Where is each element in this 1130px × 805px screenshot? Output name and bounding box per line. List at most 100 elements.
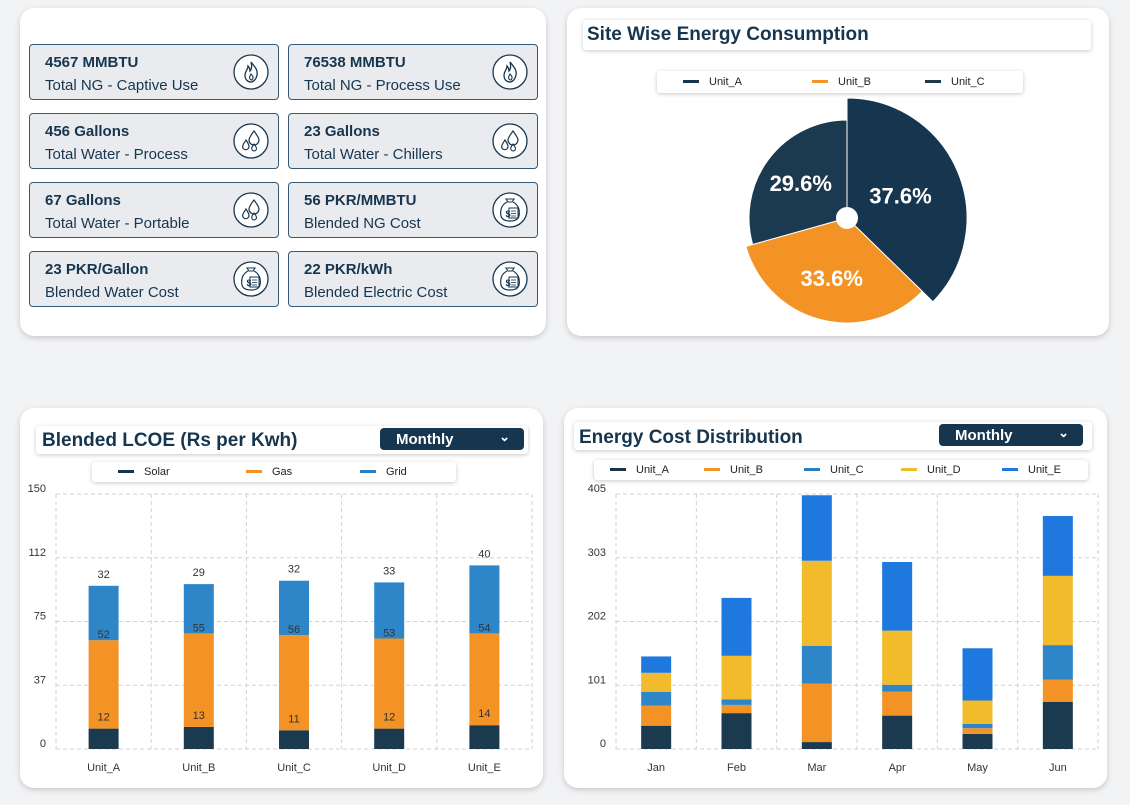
bar-segment-unit-c[interactable] <box>801 645 832 684</box>
pie-data-label: 33.6% <box>801 266 863 291</box>
x-tick-label: Jan <box>647 762 665 774</box>
bar-segment-unit-e[interactable] <box>721 597 752 656</box>
pie-slice-unit-a[interactable] <box>846 97 968 303</box>
bar-segment-unit-e[interactable] <box>641 656 672 673</box>
bar-segment-unit-c[interactable] <box>882 684 913 692</box>
pie-slice-unit-b[interactable] <box>745 217 923 324</box>
bar-segment-unit-a[interactable] <box>721 713 752 749</box>
bar-data-label: 12 <box>383 712 395 724</box>
money-bag-icon: $ <box>233 261 269 297</box>
bar-segment-grid[interactable] <box>279 580 309 636</box>
bar-data-label: 13 <box>193 710 205 722</box>
lcoe-period-dropdown[interactable]: Monthly ⌄ <box>380 428 524 450</box>
kpi-card: 4567 MMBTU Total NG - Captive Use <box>29 44 279 100</box>
bar-segment-grid[interactable] <box>469 565 500 634</box>
legend-item-unit-b[interactable]: Unit_B <box>812 76 871 88</box>
bar-segment-unit-e[interactable] <box>801 495 832 561</box>
bar-segment-unit-c[interactable] <box>641 691 672 706</box>
bar-segment-unit-c[interactable] <box>1042 645 1073 680</box>
bar-data-label: 32 <box>288 564 300 576</box>
bar-segment-unit-d[interactable] <box>1042 575 1073 646</box>
bar-data-label: 56 <box>288 624 300 636</box>
y-tick-label: 101 <box>588 674 606 686</box>
water-drops-icon <box>233 123 269 159</box>
pie-slice-unit-c[interactable] <box>748 119 848 246</box>
bar-segment-solar[interactable] <box>469 725 500 749</box>
lcoe-stacked-bar-chart: 0 37 75 112 150 Unit_A Unit_B Unit_C Unit_D Unit_… <box>28 483 533 774</box>
bar-segment-unit-a[interactable] <box>962 733 993 749</box>
bar-segment-unit-d[interactable] <box>721 655 752 700</box>
kpi-label: Blended NG Cost <box>304 215 421 232</box>
bar-segment-unit-e[interactable] <box>1042 516 1073 576</box>
money-bag-icon: $ <box>492 192 528 228</box>
kpi-label: Blended Water Cost <box>45 284 179 301</box>
bar-data-label: 54 <box>478 622 490 634</box>
bar-segment-unit-b[interactable] <box>801 683 832 743</box>
bar-segment-unit-a[interactable] <box>882 715 913 749</box>
bar-segment-unit-b[interactable] <box>882 691 913 716</box>
legend-item-unit-e[interactable]: Unit_E <box>1002 464 1061 476</box>
site-energy-title: Site Wise Energy Consumption <box>587 24 869 45</box>
legend-item-unit-c[interactable]: Unit_C <box>925 76 985 88</box>
bar-segment-unit-b[interactable] <box>641 705 672 726</box>
x-tick-label: Apr <box>889 762 906 774</box>
bar-segment-gas[interactable] <box>183 633 214 727</box>
y-tick-label: 75 <box>34 611 46 623</box>
bar-segment-solar[interactable] <box>88 728 119 749</box>
bar-segment-grid[interactable] <box>374 582 405 639</box>
bar-segment-unit-d[interactable] <box>962 700 993 724</box>
bar-data-label: 12 <box>97 712 109 724</box>
legend-item-unit-d[interactable]: Unit_D <box>901 464 961 476</box>
kpi-value: 76538 MMBTU <box>304 54 406 71</box>
bar-segment-unit-d[interactable] <box>882 630 913 685</box>
lcoe-legend: Solar Gas Grid <box>92 462 456 482</box>
legend-item-gas[interactable]: Gas <box>246 466 292 478</box>
site-energy-panel: Site Wise Energy Consumption Unit_A Unit… <box>567 8 1109 336</box>
bar-segment-gas[interactable] <box>374 638 405 729</box>
pie-data-label: 37.6% <box>869 183 931 208</box>
legend-item-unit-a[interactable]: Unit_A <box>610 464 669 476</box>
bar-segment-unit-e[interactable] <box>962 648 993 701</box>
bar-data-label: 55 <box>193 622 205 634</box>
svg-text:$: $ <box>506 278 511 288</box>
cost-title: Energy Cost Distribution <box>579 427 803 448</box>
bar-segment-unit-d[interactable] <box>641 672 672 692</box>
kpi-label: Total Water - Process <box>45 146 188 163</box>
y-tick-label: 112 <box>28 547 46 559</box>
bar-segment-grid[interactable] <box>183 584 214 634</box>
money-bag-icon: $ <box>492 261 528 297</box>
bar-segment-unit-d[interactable] <box>801 560 832 646</box>
legend-item-unit-c[interactable]: Unit_C <box>804 464 864 476</box>
kpi-label: Total NG - Captive Use <box>45 77 199 94</box>
bar-segment-gas[interactable] <box>279 635 309 731</box>
kpi-value: 23 PKR/Gallon <box>45 261 149 278</box>
legend-item-unit-b[interactable]: Unit_B <box>704 464 763 476</box>
bar-segment-unit-a[interactable] <box>1042 701 1073 749</box>
bar-segment-unit-b[interactable] <box>962 728 993 734</box>
kpi-card: 56 PKR/MMBTU Blended NG Cost $ <box>288 182 538 238</box>
legend-item-unit-a[interactable]: Unit_A <box>683 76 742 88</box>
bar-segment-unit-c[interactable] <box>962 723 993 729</box>
pie-center-hole <box>836 207 858 229</box>
y-tick-label: 202 <box>588 611 606 623</box>
legend-item-solar[interactable]: Solar <box>118 466 170 478</box>
bar-segment-solar[interactable] <box>374 728 405 749</box>
bar-segment-grid[interactable] <box>88 585 119 641</box>
bar-segment-gas[interactable] <box>469 633 500 726</box>
flame-icon <box>233 54 269 90</box>
bar-segment-solar[interactable] <box>183 726 214 749</box>
kpi-value: 456 Gallons <box>45 123 130 140</box>
bar-segment-unit-e[interactable] <box>882 562 913 631</box>
bar-segment-unit-a[interactable] <box>801 742 832 749</box>
bar-segment-unit-b[interactable] <box>721 704 752 714</box>
site-energy-pie-chart: 37.6% 33.6% 29.6% <box>745 97 968 324</box>
kpi-label: Blended Electric Cost <box>304 284 448 301</box>
bar-segment-unit-c[interactable] <box>721 699 752 705</box>
bar-segment-unit-b[interactable] <box>1042 679 1073 702</box>
legend-item-grid[interactable]: Grid <box>360 466 407 478</box>
bar-segment-solar[interactable] <box>279 730 309 749</box>
chevron-down-icon: ⌄ <box>499 429 510 444</box>
bar-segment-unit-a[interactable] <box>641 725 672 749</box>
cost-period-dropdown[interactable]: Monthly ⌄ <box>939 424 1083 446</box>
bar-segment-gas[interactable] <box>88 640 119 729</box>
